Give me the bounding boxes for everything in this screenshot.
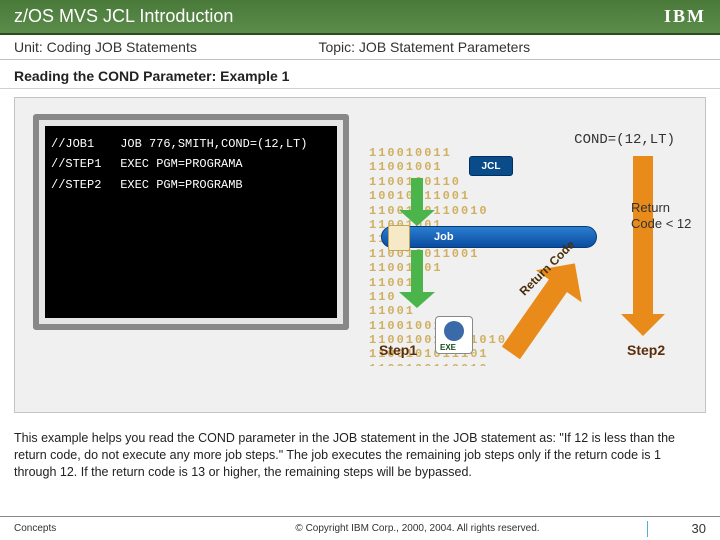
terminal-frame: //JOB1 JOB 776,SMITH,COND=(12,LT) //STEP…	[33, 114, 349, 330]
title-bar: z/OS MVS JCL Introduction IBM	[0, 0, 720, 35]
footer-page-number: 30	[660, 521, 720, 536]
scroll-icon	[388, 225, 410, 251]
page-heading: Reading the COND Parameter: Example 1	[0, 60, 720, 89]
ibm-logo: IBM	[664, 6, 706, 27]
exe-icon-step1: EXE	[435, 316, 473, 354]
jcl-line-2: //STEP1 EXEC PGM=PROGRAMA	[51, 154, 331, 174]
jcl-line-1: //JOB1 JOB 776,SMITH,COND=(12,LT)	[51, 134, 331, 154]
topic-label: Topic: JOB Statement Parameters	[318, 39, 706, 55]
cond-label: COND=(12,LT)	[574, 132, 675, 148]
arrow-cond-to-step2	[621, 156, 665, 336]
footer: Concepts © Copyright IBM Corp., 2000, 20…	[0, 516, 720, 540]
terminal-screen: //JOB1 JOB 776,SMITH,COND=(12,LT) //STEP…	[45, 126, 337, 318]
jcl-line-3: //STEP2 EXEC PGM=PROGRAMB	[51, 175, 331, 195]
footer-left: Concepts	[0, 523, 200, 534]
return-code-condition-text: Return Code < 12	[631, 200, 691, 231]
footer-separator	[647, 521, 648, 537]
jcl-badge: JCL	[469, 156, 513, 176]
main-panel: //JOB1 JOB 776,SMITH,COND=(12,LT) //STEP…	[14, 97, 706, 413]
terminal-bezel: //JOB1 JOB 776,SMITH,COND=(12,LT) //STEP…	[39, 120, 343, 324]
course-title: z/OS MVS JCL Introduction	[14, 6, 233, 27]
explanation-text: This example helps you read the COND par…	[14, 430, 706, 481]
exe-tag: EXE	[438, 343, 458, 352]
sub-header: Unit: Coding JOB Statements Topic: JOB S…	[0, 35, 720, 60]
step2-label: Step2	[627, 342, 665, 358]
gear-icon	[444, 321, 464, 341]
step1-label: Step1	[379, 342, 417, 358]
arrow-job-to-step1	[399, 250, 435, 308]
footer-copyright: © Copyright IBM Corp., 2000, 2004. All r…	[200, 523, 635, 534]
arrow-jcl-to-job	[399, 178, 435, 226]
job-bar-label: Job	[434, 231, 454, 243]
flow-diagram: 1100100111100100111001001101001001100111…	[369, 106, 699, 406]
unit-label: Unit: Coding JOB Statements	[14, 39, 318, 55]
